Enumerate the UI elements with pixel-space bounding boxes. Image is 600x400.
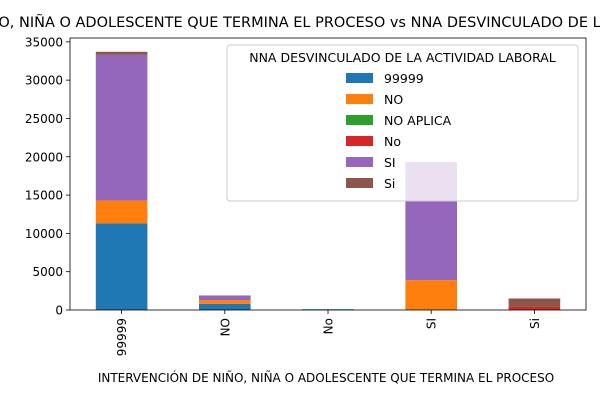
legend-box [226, 44, 579, 202]
bar-segment [95, 200, 148, 224]
y-tick-label: 5000 [32, 265, 63, 279]
y-tick-label: 35000 [25, 35, 63, 49]
bar-segment [199, 303, 251, 310]
x-tick-label: 99999 [115, 318, 129, 356]
legend-swatch [346, 136, 373, 146]
legend-label: No [384, 134, 401, 149]
bar-segment [405, 280, 457, 310]
x-tick-label: NO [218, 318, 232, 336]
x-axis-label: INTERVENCIÓN DE NIÑO, NIÑA O ADOLESCENTE… [98, 370, 554, 385]
legend: NNA DESVINCULADO DE LA ACTIVIDAD LABORAL… [226, 44, 579, 202]
legend-swatch [346, 157, 373, 167]
legend-swatch [346, 178, 373, 188]
y-tick-label: 30000 [25, 74, 63, 88]
bar-segment [508, 298, 561, 307]
y-tick-label: 20000 [25, 150, 63, 164]
x-tick-label: No [322, 318, 336, 334]
legend-swatch [346, 73, 373, 83]
legend-label: SI [384, 155, 396, 170]
x-tick-label: Si [528, 318, 542, 329]
legend-swatch [346, 94, 373, 104]
chart-title: INTERVENCIÓN DE NIÑO, NIÑA O ADOLESCENTE… [0, 13, 600, 31]
legend-label: Si [384, 176, 395, 191]
legend-swatch [346, 115, 373, 125]
bar-segment [95, 51, 148, 55]
legend-title: NNA DESVINCULADO DE LA ACTIVIDAD LABORAL [249, 50, 556, 65]
y-tick-label: 15000 [25, 189, 63, 203]
bar-segment [508, 306, 561, 310]
bar-segment [95, 223, 148, 310]
bar-segment [95, 54, 148, 201]
y-tick-label: 0 [55, 304, 63, 318]
x-tick-label: SI [425, 318, 439, 329]
y-tick-label: 10000 [25, 227, 63, 241]
y-tick-label: 25000 [25, 112, 63, 126]
bar-segment [199, 295, 251, 301]
legend-label: 99999 [384, 71, 424, 86]
bar-segment [199, 300, 251, 304]
legend-label: NO [384, 92, 403, 107]
legend-label: NO APLICA [384, 113, 452, 128]
